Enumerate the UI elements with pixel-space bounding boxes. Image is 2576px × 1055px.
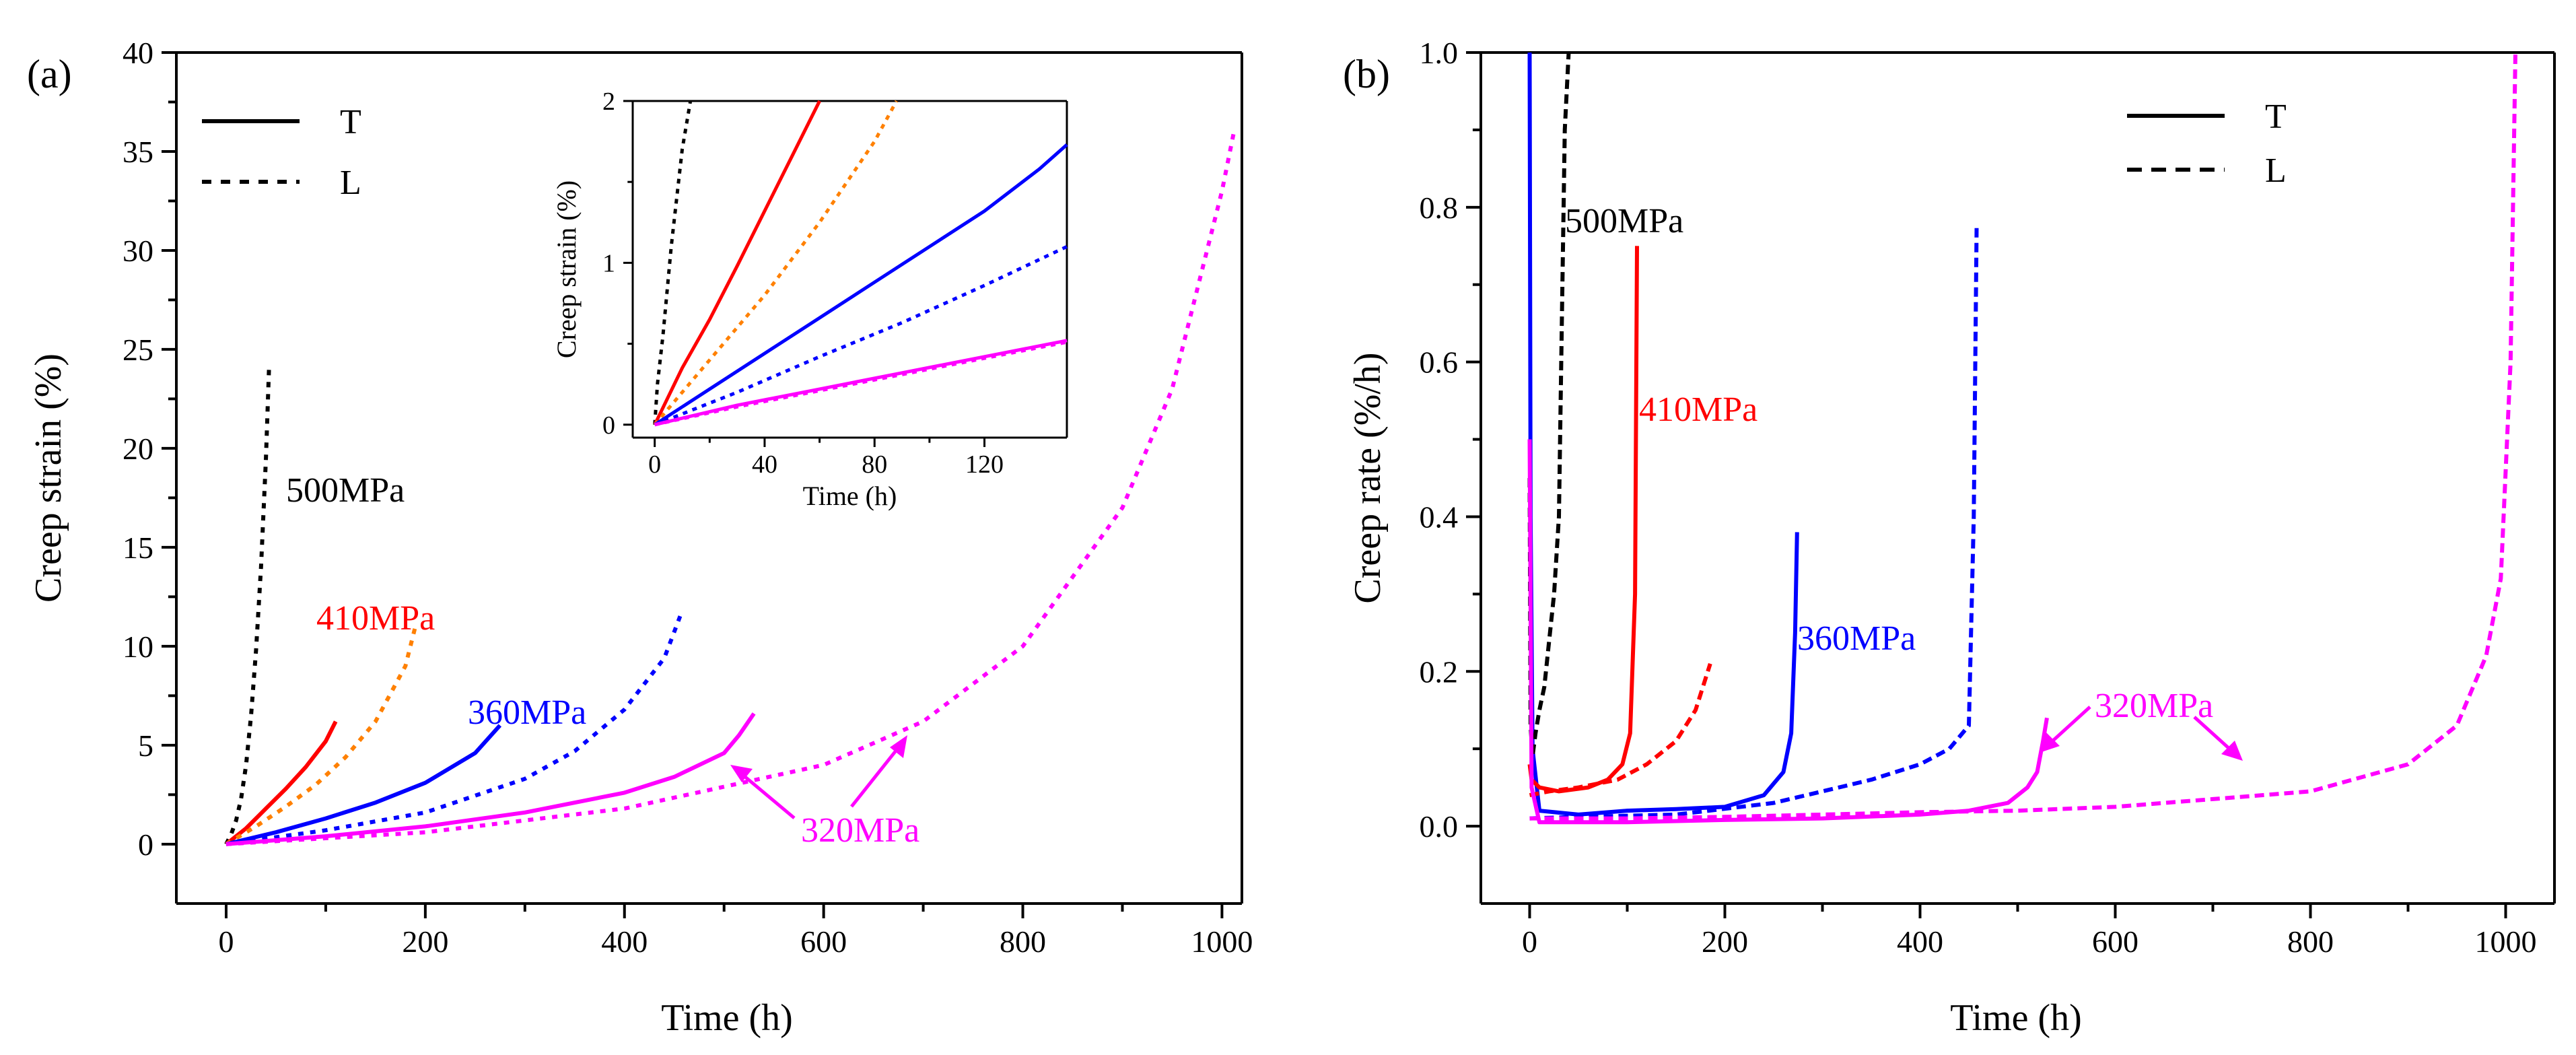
panel-b-x-tick-label: 400 <box>1897 924 1943 959</box>
panel-a-x-axis-title: Time (h) <box>661 997 793 1039</box>
inset-background <box>633 101 1067 438</box>
arrowhead-320mpa-t <box>2040 733 2060 753</box>
panel-a-y-tick-label: 15 <box>123 531 153 565</box>
panel-b-y-tick-label: 0.8 <box>1420 191 1459 225</box>
panel-a-y-tick-label: 25 <box>123 333 153 367</box>
annotation-320mpa: 320MPa <box>2095 687 2213 725</box>
panel-b-y-tick-label: 0.4 <box>1420 500 1459 534</box>
panel-a-x-tick-label: 800 <box>1000 924 1046 959</box>
panel-b-y-tick-label: 0.2 <box>1420 654 1459 689</box>
panel-a-x-tick-label: 1000 <box>1191 924 1253 959</box>
panel-b-y-tick-label: 0.0 <box>1420 809 1459 844</box>
series-360mpa-t <box>1527 52 1799 817</box>
panel-a-y-tick-label: 5 <box>138 728 153 763</box>
series-360mpa-t <box>225 724 502 846</box>
arrowhead-320mpa-l <box>2221 741 2243 761</box>
panel-a-label: (a) <box>27 52 72 96</box>
panel-a-legend: T L <box>202 103 361 202</box>
inset-y-tick-label: 2 <box>602 88 615 116</box>
inset-x-tick-label: 40 <box>752 450 777 479</box>
inset-y-axis-title: Creep strain (%) <box>551 180 582 358</box>
annotation-410mpa: 410MPa <box>1639 390 1757 429</box>
legend-label-l: L <box>2265 151 2287 190</box>
panel-a-x-tick-label: 600 <box>800 924 847 959</box>
panel-a-y-tick-label: 35 <box>123 135 153 169</box>
series-410mpa-l <box>1529 662 1712 798</box>
series-500mpa-l <box>224 369 271 846</box>
panel-b-x-tick-label: 600 <box>2092 924 2138 959</box>
series-410mpa-l <box>653 100 899 426</box>
panel-b-y-tick-label: 1.0 <box>1420 36 1459 70</box>
series-360mpa-l <box>654 245 1068 427</box>
panel-a-y-tick-label: 40 <box>123 36 153 70</box>
panel-b-label: (b) <box>1343 52 1390 96</box>
arrow-to-320mpa-l-curve <box>850 746 900 808</box>
legend-label-l: L <box>340 164 361 202</box>
arrowhead-320mpa-l <box>890 735 907 758</box>
panel-b-x-tick-label: 1000 <box>2475 924 2537 959</box>
series-500mpa-l <box>1527 52 1571 759</box>
panel-a-y-axis-title: Creep strain (%) <box>28 353 69 603</box>
arrow-to-320mpa-l-curve <box>2193 716 2231 750</box>
legend-label-t: T <box>2265 98 2287 136</box>
annotation-360mpa: 360MPa <box>468 693 586 732</box>
annotation-500mpa: 500MPa <box>1565 202 1683 240</box>
panel-b-creep-rate: (b) 0 200 400 600 800 10000.00.20.40.60.81.0 … <box>1343 36 2556 1039</box>
panel-a-y-tick-label: 0 <box>138 827 153 862</box>
arrow-to-320mpa-t-curve <box>2052 706 2091 742</box>
series-410mpa-t <box>1527 246 1639 794</box>
inset-x-tick-label: 0 <box>648 450 661 479</box>
inset-x-tick-label: 80 <box>862 450 887 479</box>
series-410mpa-l <box>225 625 418 846</box>
series-410mpa-t <box>225 720 338 846</box>
panel-a-y-tick-label: 10 <box>123 629 153 664</box>
series-360mpa-t <box>654 143 1068 426</box>
series-410mpa-t <box>653 100 821 426</box>
series-320mpa-l <box>1529 52 2517 821</box>
panel-b-legend: T L <box>2127 98 2287 190</box>
annotation-320mpa: 320MPa <box>801 811 919 850</box>
series-320mpa-t <box>1527 439 2049 825</box>
inset-y-tick-label: 1 <box>602 249 615 277</box>
arrow-to-320mpa-t-curve <box>739 772 796 819</box>
panel-b-x-tick-label: 0 <box>1522 924 1537 959</box>
legend-label-t: T <box>340 103 361 141</box>
panel-b-320mpa-arrows <box>2040 706 2243 761</box>
panel-b-y-tick-label: 0.6 <box>1420 345 1459 380</box>
panel-a-y-tick-label: 20 <box>123 432 153 466</box>
series-320mpa-t <box>225 712 756 846</box>
series-500mpa-l <box>653 100 693 425</box>
panel-a-x-tick-label: 0 <box>218 924 234 959</box>
panel-b-x-axis-title: Time (h) <box>1950 997 2082 1039</box>
annotation-500mpa: 500MPa <box>286 471 405 510</box>
series-360mpa-l <box>1529 222 1979 821</box>
panel-a-x-tick-label: 200 <box>402 924 448 959</box>
panel-b-y-axis-title: Creep rate (%/h) <box>1347 352 1389 603</box>
series-320mpa-l <box>225 131 1237 846</box>
annotation-410mpa: 410MPa <box>316 599 435 638</box>
arrowhead-320mpa-t <box>730 765 753 782</box>
panel-a-y-tick-label: 30 <box>123 234 153 268</box>
panel-a-inset: 0 40 80 120 0 1 2 Time (h) Creep strain (%) <box>551 88 1068 511</box>
panel-b-x-tick-label: 200 <box>1702 924 1748 959</box>
annotation-360mpa: 360MPa <box>1797 619 1916 658</box>
inset-x-tick-label: 120 <box>965 450 1004 479</box>
panel-a-320mpa-arrows <box>730 735 907 819</box>
inset-y-tick-label: 0 <box>602 411 615 440</box>
panel-a-x-tick-label: 400 <box>601 924 648 959</box>
series-320mpa-t <box>654 339 1068 427</box>
panel-b-x-tick-label: 800 <box>2287 924 2334 959</box>
inset-x-axis-title: Time (h) <box>803 481 897 511</box>
panel-b-plot-area: 0 200 400 600 800 1000 0.0 0.2 0.4 0.6 0.8 1.0 <box>1420 36 2556 959</box>
